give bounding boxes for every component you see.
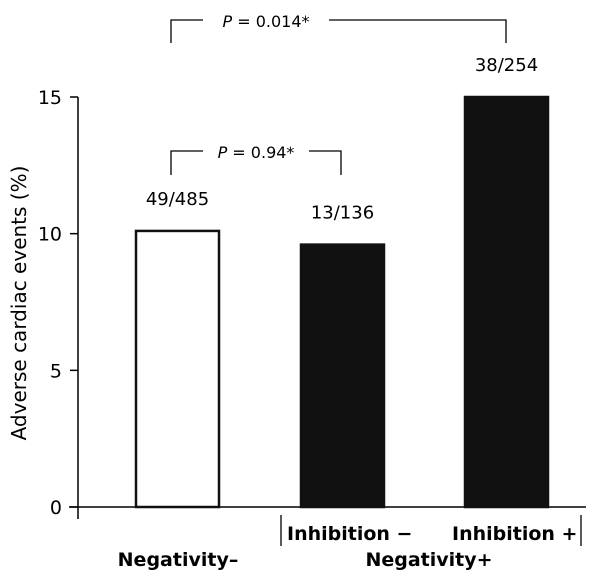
label-negativity-plus: Negativity+ (365, 549, 492, 571)
bars (134, 95, 550, 509)
y-axis-title: Adverse cardiac events (%) (7, 166, 31, 441)
bar (299, 243, 386, 509)
label-negativity-minus: Negativity– (118, 549, 239, 571)
p-value-094: P = 0.94* (218, 143, 295, 162)
label-inhibition-minus: Inhibition − (287, 523, 412, 545)
y-tick-label: 5 (50, 360, 62, 382)
y-tick-label: 15 (38, 87, 62, 109)
inhibition-box (280, 515, 582, 546)
data-label: 13/136 (311, 203, 374, 224)
data-label: 49/485 (146, 189, 209, 210)
p-value-0014: P = 0.014* (222, 12, 309, 31)
bar (463, 95, 550, 509)
y-ticks: 0 5 10 15 (38, 87, 78, 519)
label-inhibition-plus: Inhibition + (452, 523, 577, 545)
y-tick-label: 0 (50, 497, 62, 519)
y-tick-label: 10 (38, 224, 62, 246)
data-labels: 49/485 13/136 38/254 (146, 55, 538, 224)
data-label: 38/254 (475, 55, 538, 76)
bracket-p0014 (170, 19, 507, 43)
bar (134, 229, 221, 509)
